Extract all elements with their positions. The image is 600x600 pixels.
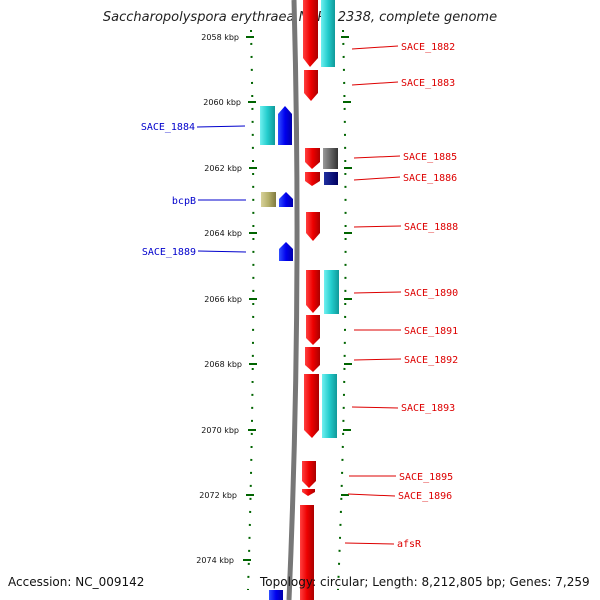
forward-gene-arrow	[304, 70, 318, 101]
tick-label: 2062 kbp	[204, 164, 242, 173]
genome-backbone	[286, 0, 300, 600]
forward-gene-arrow	[302, 461, 316, 488]
gene-label: SACE_1883	[401, 78, 455, 89]
gene-label: afsR	[397, 539, 422, 550]
grey-feature	[323, 148, 338, 169]
gene-label: SACE_1895	[399, 472, 453, 483]
gene-label: SACE_1884	[141, 122, 195, 133]
gene-label: bcpB	[172, 196, 196, 207]
tick-label: 2064 kbp	[204, 229, 242, 238]
cyan-feature	[321, 0, 335, 67]
gene-label: SACE_1882	[401, 42, 455, 53]
gene-label: SACE_1889	[142, 247, 196, 258]
gene-label: SACE_1891	[404, 326, 458, 337]
tick-labels: 2058 kbp 2060 kbp 2062 kbp 2064 kbp 2066…	[196, 33, 242, 565]
reverse-leader-lines	[196, 125, 247, 253]
gene-label: SACE_1892	[404, 355, 458, 366]
forward-gene-arrow	[306, 212, 320, 241]
forward-leader-lines	[344, 45, 402, 545]
tick-marks	[243, 36, 352, 561]
forward-gene-arrow	[306, 315, 320, 345]
forward-strand-features	[300, 0, 339, 600]
forward-gene-arrow	[306, 270, 320, 313]
tick-label: 2074 kbp	[196, 556, 234, 565]
genome-stats-label: Topology: circular; Length: 8,212,805 bp…	[260, 575, 590, 589]
gene-label: SACE_1896	[398, 491, 452, 502]
forward-gene-arrow	[300, 505, 314, 600]
left-dotted-ring	[247, 29, 255, 591]
reverse-gene-arrow	[279, 192, 293, 207]
reverse-gene-arrow	[279, 242, 293, 261]
forward-gene-labels: SACE_1882 SACE_1883 SACE_1885 SACE_1886 …	[397, 42, 458, 550]
cyan-feature	[260, 106, 275, 145]
forward-gene-arrow	[303, 0, 318, 67]
cyan-feature	[322, 374, 337, 438]
right-dotted-ring	[337, 29, 347, 591]
gene-label: SACE_1885	[403, 152, 457, 163]
gene-label: SACE_1890	[404, 288, 458, 299]
tick-label: 2070 kbp	[201, 426, 239, 435]
reverse-gene-labels: SACE_1884 bcpB SACE_1889	[141, 122, 196, 258]
forward-gene-arrow	[305, 148, 320, 169]
forward-gene-arrow	[305, 172, 320, 186]
cyan-feature	[324, 270, 339, 314]
forward-gene-arrow	[304, 374, 319, 438]
reverse-strand-features	[260, 106, 293, 600]
forward-gene-arrow	[305, 347, 320, 372]
forward-gene-arrow	[302, 489, 315, 496]
tick-label: 2072 kbp	[199, 491, 237, 500]
gene-label: SACE_1888	[404, 222, 458, 233]
reverse-gene-block	[269, 590, 283, 600]
reverse-gene-arrow	[278, 106, 292, 145]
tick-label: 2066 kbp	[204, 295, 242, 304]
gene-label: SACE_1886	[403, 173, 457, 184]
gene-label: SACE_1893	[401, 403, 455, 414]
accession-label: Accession: NC_009142	[8, 575, 145, 589]
tick-label: 2060 kbp	[203, 98, 241, 107]
tick-label: 2058 kbp	[201, 33, 239, 42]
map-title: Saccharopolyspora erythraea NRRL 2338, c…	[102, 10, 498, 25]
tick-label: 2068 kbp	[204, 360, 242, 369]
khaki-feature	[261, 192, 276, 207]
navy-feature	[324, 172, 338, 185]
